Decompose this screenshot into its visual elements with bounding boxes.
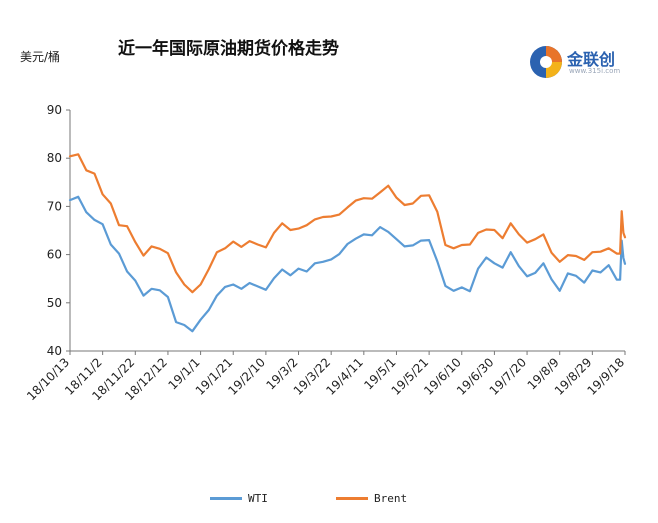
series-line-brent	[68, 153, 627, 294]
x-axis-ticks: 18/10/1318/11/218/11/2218/12/1219/1/119/…	[24, 351, 627, 403]
y-tick-label: 50	[47, 296, 62, 310]
legend-item-wti: WTI	[210, 488, 268, 508]
logo-name: 金联创	[567, 50, 616, 69]
y-tick-label: 40	[47, 344, 62, 358]
y-tick-label: 60	[47, 248, 62, 262]
legend-swatch-brent	[336, 496, 368, 500]
y-tick-label: 70	[47, 199, 62, 213]
logo-mark-icon	[530, 46, 562, 78]
chart-title: 近一年国际原油期货价格走势	[118, 39, 339, 59]
legend-label-wti: WTI	[248, 491, 268, 505]
chart-axes	[69, 110, 625, 352]
y-axis-ticks: 40 50 60 70 80 90	[47, 103, 70, 358]
legend: WTI Brent	[0, 488, 658, 508]
logo-url: www.315i.com	[569, 67, 621, 75]
y-tick-label: 80	[47, 151, 62, 165]
x-tick-label: 18/10/13	[24, 355, 72, 403]
y-axis-unit: 美元/桶	[20, 50, 61, 64]
y-tick-label: 90	[47, 103, 62, 117]
logo: 金联创 www.315i.com	[528, 44, 638, 80]
series-line-wti	[68, 195, 627, 333]
legend-swatch-wti	[210, 496, 242, 500]
line-chart: 40 50 60 70 80 90 18/10/1318/11/218/11/2218/1…	[24, 103, 627, 403]
chart-series	[68, 153, 627, 333]
legend-item-brent: Brent	[336, 488, 407, 508]
legend-label-brent: Brent	[374, 491, 408, 505]
